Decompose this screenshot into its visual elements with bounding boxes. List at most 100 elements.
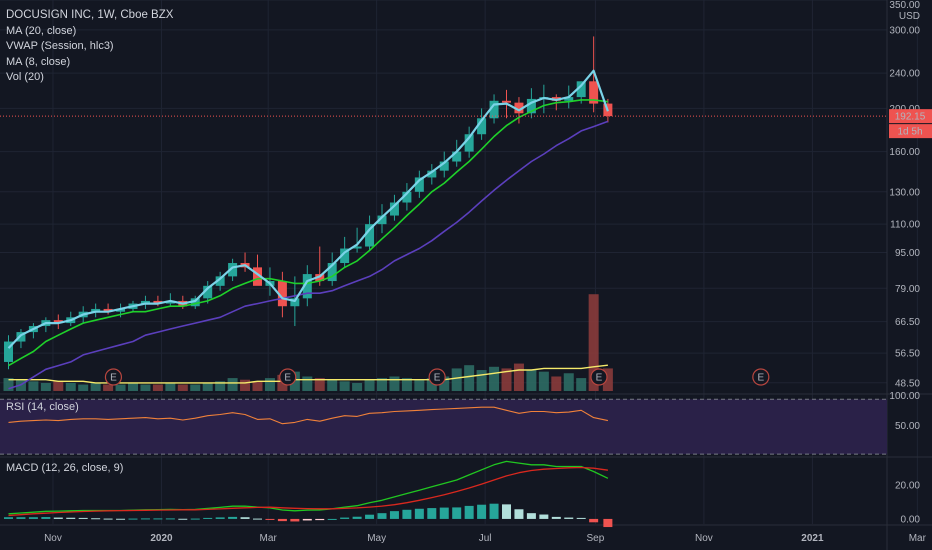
- volume-bar: [115, 384, 126, 391]
- rsi-pane: [0, 398, 887, 455]
- candle-body: [477, 118, 487, 135]
- volume-bar: [538, 371, 549, 391]
- candle-body: [389, 202, 399, 216]
- macd-histogram-bar: [502, 504, 511, 519]
- macd-histogram-bar: [477, 504, 487, 519]
- volume-bar: [302, 376, 313, 391]
- volume-bar: [451, 368, 462, 391]
- macd-histogram-bar: [190, 518, 200, 520]
- candle-body: [526, 98, 536, 114]
- study-ma8[interactable]: MA (8, close): [6, 55, 71, 68]
- time-tick: Mar: [909, 533, 927, 544]
- earnings-marker: [104, 368, 123, 386]
- candle-body: [290, 298, 300, 307]
- macd-histogram-bar: [365, 514, 375, 519]
- volume-bar: [602, 368, 613, 391]
- macd-histogram-bar: [265, 518, 275, 520]
- study-volume[interactable]: Vol (20): [6, 71, 44, 83]
- currency-label: USD: [899, 11, 920, 22]
- price-tick: 350.00: [889, 0, 920, 11]
- time-tick: May: [367, 533, 386, 544]
- time-tick: Sep: [587, 533, 605, 544]
- chart-title[interactable]: DOCUSIGN INC, 1W, Cboe BZX: [6, 9, 174, 21]
- study-ma20[interactable]: MA (20, close): [6, 24, 77, 37]
- volume-bar: [227, 378, 238, 391]
- volume-bar: [476, 370, 487, 391]
- volume-bar: [588, 294, 599, 391]
- volume-bar: [364, 379, 375, 391]
- rsi-tick: 100.00: [889, 391, 920, 402]
- earnings-label: E: [434, 373, 441, 384]
- macd-histogram-bar: [153, 518, 163, 520]
- macd-histogram-bar: [165, 518, 175, 520]
- volume-bar: [526, 370, 537, 391]
- macd-histogram-bar: [564, 517, 574, 519]
- volume-bars: [3, 294, 613, 391]
- candle-body: [116, 308, 126, 312]
- time-tick: Nov: [695, 533, 713, 544]
- volume-bar: [252, 381, 263, 391]
- volume-bar: [90, 382, 101, 391]
- macd-histogram-bar: [439, 507, 449, 519]
- price-tick: 160.00: [889, 147, 920, 158]
- macd-histogram-bar: [464, 505, 474, 519]
- candle-body: [302, 274, 312, 299]
- earnings-marker: [752, 368, 770, 386]
- candle-body: [352, 246, 362, 249]
- earnings-marker: [279, 368, 297, 386]
- macd-histogram-bar: [603, 518, 613, 528]
- price-tick: 56.50: [895, 349, 920, 360]
- macd-tick: 20.00: [895, 481, 920, 492]
- macd-histogram-bar: [576, 517, 586, 519]
- candle-body: [16, 332, 26, 342]
- volume-bar: [576, 378, 587, 391]
- macd-histogram-bar: [402, 509, 412, 519]
- rsi-legend: RSI (14, close): [6, 400, 79, 416]
- macd-histogram-bar: [41, 517, 51, 519]
- volume-bar: [414, 379, 425, 391]
- earnings-label: E: [284, 373, 291, 384]
- candle-body: [215, 276, 225, 286]
- candle-body: [165, 300, 175, 304]
- rsi-tick: 50.00: [895, 421, 920, 432]
- volume-bar: [215, 381, 226, 391]
- countdown-badge: [889, 124, 932, 139]
- volume-bar: [439, 376, 450, 391]
- volume-bar: [3, 378, 14, 391]
- rsi-line: [8, 406, 609, 425]
- macd-histogram-bar: [253, 518, 262, 520]
- candle-body: [190, 298, 200, 307]
- macd-histogram-bar: [78, 517, 88, 519]
- candle-body: [402, 191, 412, 203]
- macd-histogram-bar: [427, 508, 437, 519]
- macd-histogram-bar: [4, 517, 13, 519]
- candle-body: [103, 308, 113, 312]
- macd-histogram-bar: [290, 518, 300, 522]
- study-vwap[interactable]: VWAP (Session, hlc3): [6, 40, 114, 52]
- price-tick: 240.00: [889, 69, 920, 80]
- macd-tick: 0.00: [901, 514, 921, 525]
- time-tick: Nov: [44, 533, 62, 544]
- candle-body: [464, 134, 474, 152]
- macd-label[interactable]: MACD (12, 26, close, 9): [6, 462, 124, 474]
- macd-histogram-bar: [526, 513, 536, 519]
- macd-histogram-bar: [91, 518, 101, 520]
- candle-body: [340, 248, 350, 264]
- countdown-value: 1d 5h: [897, 127, 922, 138]
- macd-legend: MACD (12, 26, close, 9): [6, 461, 123, 477]
- volume-bar: [513, 363, 524, 391]
- macd-histogram-bar: [377, 513, 387, 519]
- candle-body: [153, 300, 163, 304]
- macd-histogram-bar: [551, 516, 561, 519]
- earnings-marker: [590, 368, 608, 386]
- candle-body: [514, 102, 524, 114]
- macd-histogram-bar: [340, 517, 350, 519]
- macd-histogram-bar: [240, 517, 250, 519]
- volume-bar: [501, 368, 512, 391]
- rsi-label[interactable]: RSI (14, close): [6, 401, 79, 413]
- volume-bar: [103, 384, 114, 391]
- macd-histogram-bar: [215, 517, 225, 519]
